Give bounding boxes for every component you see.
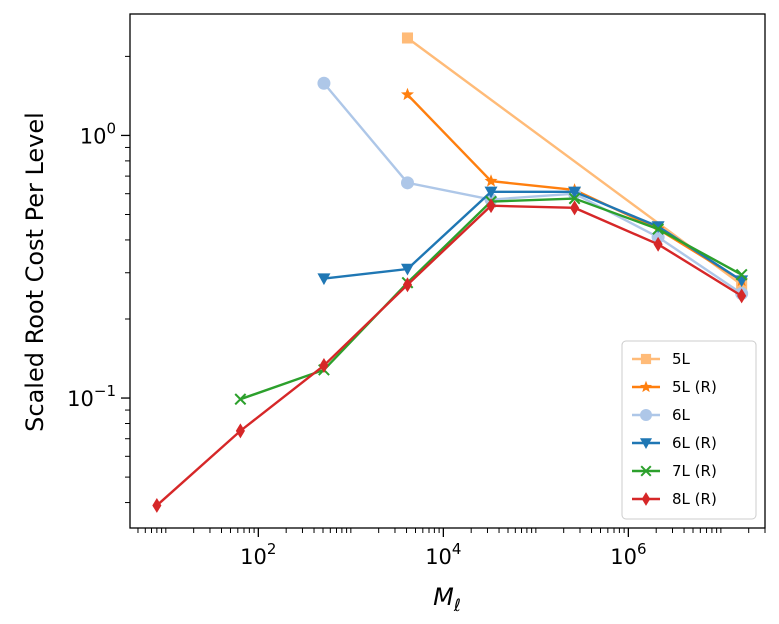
- legend-entry: 5L (R): [632, 378, 717, 396]
- legend-label: 5L: [672, 350, 691, 368]
- y-tick-label: 10−1: [67, 382, 116, 411]
- legend-label: 5L (R): [672, 378, 717, 396]
- x-tick-label: 102: [240, 540, 276, 569]
- series-line: [156, 204, 743, 507]
- x-axis-title: Mℓ: [433, 583, 461, 616]
- x-tick-label: 106: [610, 540, 646, 569]
- legend-label: 6L (R): [672, 434, 717, 452]
- data-point: [235, 423, 245, 439]
- series-layer: [152, 32, 749, 513]
- legend-marker: [640, 353, 652, 365]
- legend-entry: 7L (R): [632, 462, 717, 480]
- legend-marker: [640, 465, 652, 477]
- x-tick-label: 104: [425, 540, 461, 569]
- data-point: [652, 223, 665, 235]
- series-6l-r-: [317, 186, 749, 288]
- legend-entry: 6L (R): [632, 434, 717, 452]
- series-line: [323, 190, 743, 282]
- legend-box: [621, 340, 757, 520]
- data-point: [152, 497, 162, 513]
- data-point: [568, 192, 581, 205]
- data-point: [486, 198, 496, 214]
- y-tick-exp: 0: [106, 119, 116, 137]
- data-point: [737, 288, 747, 304]
- data-point: [234, 393, 247, 406]
- data-point: [400, 263, 414, 276]
- legend-label: 7L (R): [672, 462, 717, 480]
- series-8l-r-: [152, 198, 747, 513]
- y-axis-title: Scaled Root Cost Per Level: [21, 112, 49, 432]
- x-tick-base: 10: [240, 545, 267, 569]
- legend-entry: 6L: [632, 406, 691, 424]
- legend-entry: 5L: [632, 350, 691, 368]
- y-tick-label: 100: [80, 119, 116, 148]
- legend: 5L 5L (R) 6L 6L (R) 7L (R) 8L (R): [621, 340, 757, 520]
- data-point: [400, 87, 414, 101]
- x-tick-base: 10: [425, 545, 452, 569]
- data-point: [568, 186, 582, 199]
- legend-marker: [640, 438, 652, 449]
- series-line: [323, 82, 743, 295]
- legend-label: 8L (R): [672, 490, 717, 508]
- y-tick-base: 10: [67, 387, 94, 411]
- legend-marker: [641, 492, 651, 506]
- plot-frame: [129, 13, 766, 529]
- data-point: [319, 358, 329, 373]
- x-axis-title-main: M: [433, 583, 454, 611]
- x-tick-exp: 2: [267, 540, 277, 558]
- y-tick-exp: −1: [94, 382, 116, 400]
- data-point: [735, 268, 748, 281]
- x-tick-exp: 6: [637, 540, 647, 558]
- data-point: [402, 277, 413, 293]
- x-axis-title-sub: ℓ: [453, 596, 461, 616]
- series-6l: [317, 76, 749, 301]
- legend-marker: [640, 409, 652, 421]
- data-point: [400, 176, 414, 190]
- data-point: [317, 76, 331, 90]
- data-point: [570, 200, 580, 216]
- data-point: [401, 32, 414, 44]
- data-point: [484, 186, 498, 199]
- data-point: [484, 174, 498, 187]
- legend-entry: 8L (R): [632, 490, 717, 508]
- x-tick-exp: 4: [452, 540, 462, 558]
- y-tick-base: 10: [80, 124, 107, 148]
- data-point: [651, 221, 665, 234]
- x-tick-base: 10: [610, 545, 637, 569]
- legend-label: 6L: [672, 406, 691, 424]
- legend-marker: [640, 380, 652, 393]
- data-point: [653, 236, 663, 252]
- data-point: [317, 273, 331, 286]
